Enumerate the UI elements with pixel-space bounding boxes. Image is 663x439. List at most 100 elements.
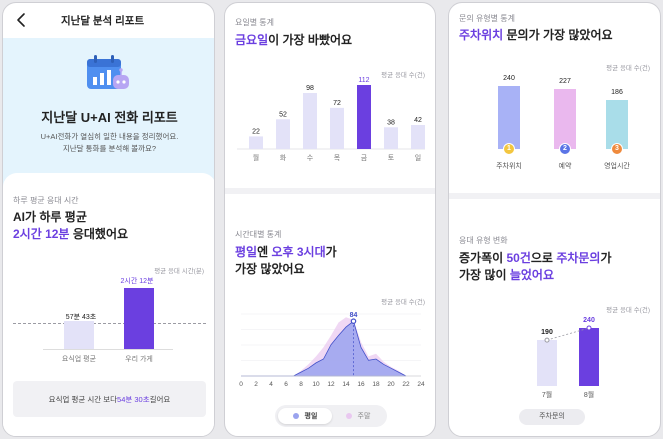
avg-chart-unit: 평균 응대 시간(분) xyxy=(154,268,204,275)
day-section-label: 요일별 통계 xyxy=(235,18,275,27)
day-bar-value: 98 xyxy=(306,85,314,92)
day-label: 금 xyxy=(361,154,368,162)
bar-category-label: 요식업 평균 xyxy=(61,356,97,363)
toggle-weekend-label: 주말 xyxy=(357,413,371,420)
change-bar xyxy=(537,340,557,386)
day-title: 금요일이 가장 바빴어요 xyxy=(235,32,352,49)
type-title-highlight: 주차위치 xyxy=(459,28,504,42)
day-bar-value: 42 xyxy=(414,117,422,124)
bar-value-label: 57분 43초 xyxy=(65,314,97,321)
trend-line xyxy=(546,327,590,341)
axis-baseline xyxy=(43,349,173,350)
type-bar-value: 186 xyxy=(611,89,623,97)
change-title-highlight: 늘었어요 xyxy=(509,268,555,282)
back-button[interactable] xyxy=(13,11,31,29)
time-title-part: 엔 xyxy=(257,245,272,259)
calendar-bot-icon xyxy=(87,55,129,89)
change-bar xyxy=(579,328,599,386)
hour-tick: 6 xyxy=(284,381,288,388)
comparison-summary-box: 요식업 평균 시간 보다 54분 30초 길어요 xyxy=(13,381,206,417)
weekday-bar-chart: 22 월 52 화 98 수 72 목 112 금 38 토 42 일 xyxy=(237,77,425,162)
weekend-dot-icon xyxy=(345,413,352,419)
day-label: 토 xyxy=(388,154,395,162)
avg-title-line1: AI가 하루 평균 xyxy=(13,210,87,224)
change-title-part: 가 xyxy=(600,251,612,265)
day-bar xyxy=(303,93,317,149)
inquiry-change-chart: 190 7월 240 8월 xyxy=(459,311,652,403)
bar-category-label: 우리 가게 xyxy=(125,356,153,363)
type-title-rest: 문의가 가장 많았어요 xyxy=(503,28,613,42)
month-label: 8월 xyxy=(583,392,595,399)
type-label: 주차위치 xyxy=(496,163,522,170)
hour-tick: 12 xyxy=(327,381,335,388)
chevron-left-icon xyxy=(17,13,25,27)
time-title-line1: 평일엔 오후 3시대가 xyxy=(235,244,337,261)
day-label: 수 xyxy=(307,154,314,162)
peak-point xyxy=(350,318,357,324)
series-chip: 주차문의 xyxy=(519,409,585,425)
time-chart-unit: 평균 응대 수(건) xyxy=(381,299,425,306)
our-store-bar xyxy=(124,288,154,349)
avg-reference-line xyxy=(13,323,206,324)
inquiry-panel: 문의 유형별 통계 주차위치 문의가 가장 많았어요 평균 응대 수(건) 24… xyxy=(448,2,661,437)
trend-overlay xyxy=(544,325,592,343)
avg-time-highlight: 2시간 12분 xyxy=(13,227,70,241)
change-chart-unit: 평균 응대 수(건) xyxy=(606,307,650,314)
day-title-highlight: 금요일 xyxy=(235,33,269,47)
series-toggle: 평일 주말 xyxy=(275,405,387,427)
hour-tick: 4 xyxy=(269,381,273,388)
day-label: 목 xyxy=(334,154,341,162)
section-divider xyxy=(449,193,660,199)
hourly-area-chart: 840 2 4 6 8 10 12 14 16 18 20 22 24 xyxy=(239,312,425,388)
hour-tick: 22 xyxy=(402,381,410,388)
change-bar-value: 240 xyxy=(583,317,595,324)
peak-label: 84 xyxy=(350,312,358,319)
type-title: 주차위치 문의가 가장 많았어요 xyxy=(459,27,613,44)
change-title-line1: 증가폭이 50건으로 주차문의가 xyxy=(459,250,612,267)
avg-title-rest: 응대했어요 xyxy=(69,227,129,241)
change-bar-value: 190 xyxy=(541,329,553,337)
trend-point xyxy=(544,337,550,343)
change-title-part: 으로 xyxy=(530,251,557,265)
type-label: 영업시간 xyxy=(604,163,630,170)
day-bar-value: 22 xyxy=(252,128,260,135)
change-type-highlight: 주차문의 xyxy=(556,251,601,265)
time-title-part: 가 xyxy=(325,245,337,259)
day-bar xyxy=(411,125,425,149)
toggle-weekday-label: 평일 xyxy=(304,413,318,420)
day-label: 월 xyxy=(253,153,259,162)
change-section-label: 응대 유형 변화 xyxy=(459,236,508,245)
summary-suffix: 길어요 xyxy=(149,394,171,404)
day-bar xyxy=(276,119,290,149)
avg-section-label: 하루 평균 응대 시간 xyxy=(13,196,79,205)
day-bar-value: 112 xyxy=(358,77,369,84)
hour-tick: 2 xyxy=(254,381,258,388)
type-bar xyxy=(606,100,628,149)
hour-tick: 16 xyxy=(357,381,365,388)
day-chart-unit: 평균 응대 수(건) xyxy=(381,72,425,79)
day-bar-value: 52 xyxy=(279,111,287,118)
hero-desc-1: U+AI전화가 열심히 일한 내용을 정리했어요. xyxy=(40,132,179,141)
day-bar xyxy=(384,127,398,149)
toggle-weekend[interactable]: 주말 xyxy=(332,408,384,424)
type-section-label: 문의 유형별 통계 xyxy=(459,14,515,23)
hour-tick: 0 xyxy=(239,381,243,388)
day-label: 화 xyxy=(280,154,287,162)
rank-badge: 2 xyxy=(559,143,571,155)
time-title-peak: 오후 3시대 xyxy=(271,245,326,259)
type-bar xyxy=(554,89,576,149)
avg-title-line2: 2시간 12분 응대했어요 xyxy=(13,226,128,243)
day-label: 일 xyxy=(415,153,421,162)
hour-tick: 24 xyxy=(417,381,425,388)
avg-bar-chart: 57분 43초 2시간 12분 요식업 평균 우리 가게 xyxy=(13,273,206,363)
hour-tick: 10 xyxy=(312,381,320,388)
day-bar xyxy=(249,136,263,149)
change-amount-highlight: 50건 xyxy=(506,251,531,265)
type-bar-value: 227 xyxy=(559,78,571,86)
day-bar xyxy=(330,107,344,149)
hour-tick: 20 xyxy=(387,381,395,388)
hour-tick: 18 xyxy=(372,381,380,388)
hero-desc-2: 지난달 통화를 분석해 볼까요? xyxy=(62,144,157,153)
toggle-weekday[interactable]: 평일 xyxy=(278,408,332,424)
stats-panel: 요일별 통계 금요일이 가장 바빴어요 평균 응대 수(건) 22 월 52 화 98 수… xyxy=(224,2,436,437)
